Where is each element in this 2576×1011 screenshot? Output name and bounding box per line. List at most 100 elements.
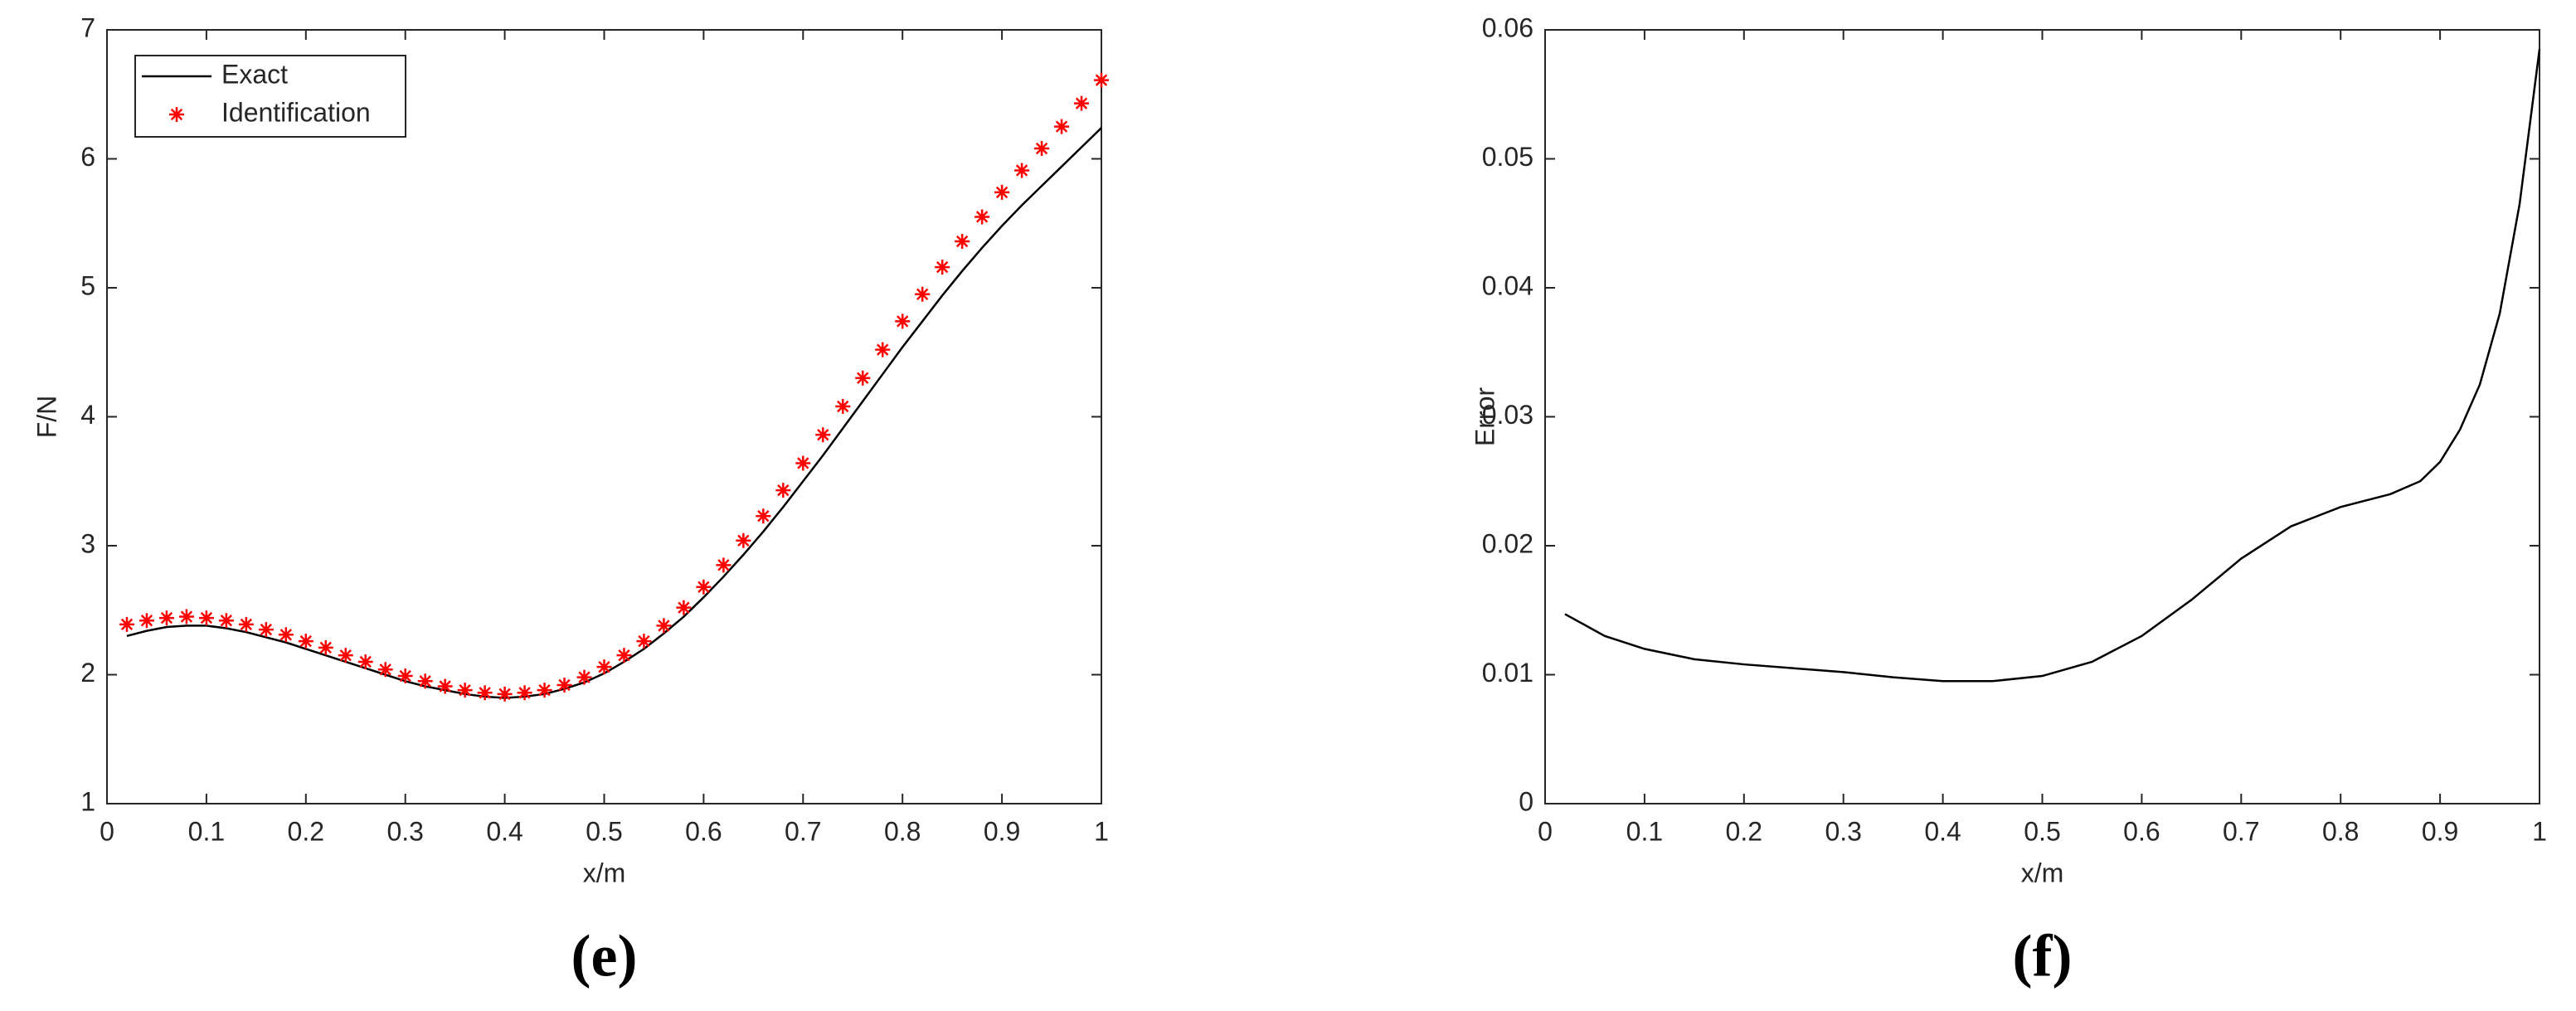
- data-point: [357, 654, 373, 669]
- data-line: [1564, 49, 2541, 683]
- x-tick-label: 0.2: [1726, 816, 1762, 846]
- x-tick-label: 0.4: [486, 816, 522, 846]
- data-point: [616, 648, 632, 663]
- y-tick-label: 0.02: [1482, 528, 1533, 558]
- x-axis-label: x/m: [2021, 858, 2064, 887]
- x-tick-label: 1: [2532, 816, 2547, 846]
- data-point: [318, 639, 333, 655]
- plot-frame: [106, 29, 1102, 804]
- data-point: [1054, 119, 1070, 134]
- x-tick-label: 0: [100, 816, 114, 846]
- data-point: [915, 286, 931, 302]
- data-point: [377, 662, 393, 678]
- data-point: [497, 686, 513, 702]
- data-point: [756, 508, 771, 524]
- data-point: [1074, 95, 1090, 111]
- data-point: [955, 234, 970, 250]
- data-point: [815, 427, 831, 443]
- data-point: [139, 613, 154, 629]
- y-tick-label: 4: [80, 400, 95, 430]
- data-point: [338, 648, 353, 663]
- data-point: [417, 673, 433, 689]
- x-tick-label: 0.3: [386, 816, 423, 846]
- data-point: [278, 627, 294, 643]
- data-point: [298, 634, 313, 649]
- data-point: [437, 678, 453, 694]
- data-point: [795, 455, 811, 471]
- y-tick-label: 2: [80, 658, 95, 688]
- data-point: [676, 600, 692, 615]
- data-point: [855, 370, 871, 386]
- caption: (f): [2013, 923, 2073, 989]
- x-tick-label: 0.6: [2123, 816, 2160, 846]
- x-tick-label: 0.2: [288, 816, 324, 846]
- legend-swatch: [169, 107, 184, 122]
- legend-box: [134, 55, 406, 138]
- data-point: [477, 685, 493, 701]
- x-tick-label: 0: [1538, 816, 1553, 846]
- x-tick-label: 0.8: [2322, 816, 2359, 846]
- data-point: [1034, 141, 1050, 157]
- y-tick-label: 6: [80, 142, 95, 172]
- data-point: [875, 342, 891, 357]
- y-axis-label: F/N: [32, 396, 61, 439]
- y-tick-label: 0.04: [1482, 270, 1533, 300]
- data-point: [218, 613, 234, 629]
- data-point: [178, 609, 194, 625]
- data-point: [775, 483, 791, 498]
- data-line: [126, 127, 1102, 699]
- legend-label: Exact: [221, 59, 288, 89]
- x-tick-label: 0.1: [188, 816, 225, 846]
- x-tick-label: 0.9: [2422, 816, 2458, 846]
- data-point: [397, 668, 413, 684]
- data-point: [975, 209, 990, 225]
- caption: (e): [571, 923, 638, 989]
- y-tick-label: 0.01: [1482, 658, 1533, 688]
- y-axis-label: Error: [1470, 387, 1499, 446]
- x-tick-label: 0.6: [685, 816, 722, 846]
- data-point: [238, 616, 254, 632]
- data-point: [935, 260, 950, 275]
- data-point: [1014, 163, 1030, 178]
- y-tick-label: 3: [80, 528, 95, 558]
- y-tick-label: 0.05: [1482, 142, 1533, 172]
- y-tick-label: 0: [1519, 786, 1533, 816]
- data-point: [994, 184, 1010, 200]
- data-point: [119, 616, 134, 632]
- data-point: [636, 634, 652, 649]
- x-tick-label: 0.1: [1626, 816, 1663, 846]
- data-point: [1094, 72, 1109, 88]
- data-point: [835, 399, 851, 415]
- x-tick-label: 0.8: [884, 816, 921, 846]
- data-point: [656, 618, 672, 634]
- x-tick-label: 0.7: [2223, 816, 2259, 846]
- data-point: [457, 683, 473, 698]
- y-tick-label: 0.06: [1482, 12, 1533, 42]
- legend: Exact Identification: [134, 55, 406, 138]
- legend-label: Identification: [221, 97, 371, 127]
- data-point: [895, 314, 911, 329]
- x-tick-label: 0.7: [785, 816, 821, 846]
- x-tick-label: 0.3: [1825, 816, 1861, 846]
- data-point: [198, 610, 214, 626]
- data-point: [736, 532, 751, 548]
- x-tick-label: 0.9: [984, 816, 1020, 846]
- data-point: [557, 677, 572, 693]
- x-tick-label: 1: [1094, 816, 1109, 846]
- x-tick-label: 0.5: [2024, 816, 2060, 846]
- data-point: [696, 579, 712, 595]
- data-point: [716, 557, 731, 573]
- y-tick-label: 7: [80, 12, 95, 42]
- y-tick-label: 1: [80, 786, 95, 816]
- x-tick-label: 0.4: [1924, 816, 1961, 846]
- data-point: [158, 610, 174, 626]
- plot-frame: [1544, 29, 2540, 804]
- x-axis-label: x/m: [583, 858, 626, 887]
- y-tick-label: 0.03: [1482, 400, 1533, 430]
- y-tick-label: 5: [80, 270, 95, 300]
- data-point: [258, 622, 274, 638]
- x-tick-label: 0.5: [586, 816, 622, 846]
- data-point: [537, 683, 552, 698]
- data-point: [596, 659, 612, 675]
- data-point: [517, 685, 532, 701]
